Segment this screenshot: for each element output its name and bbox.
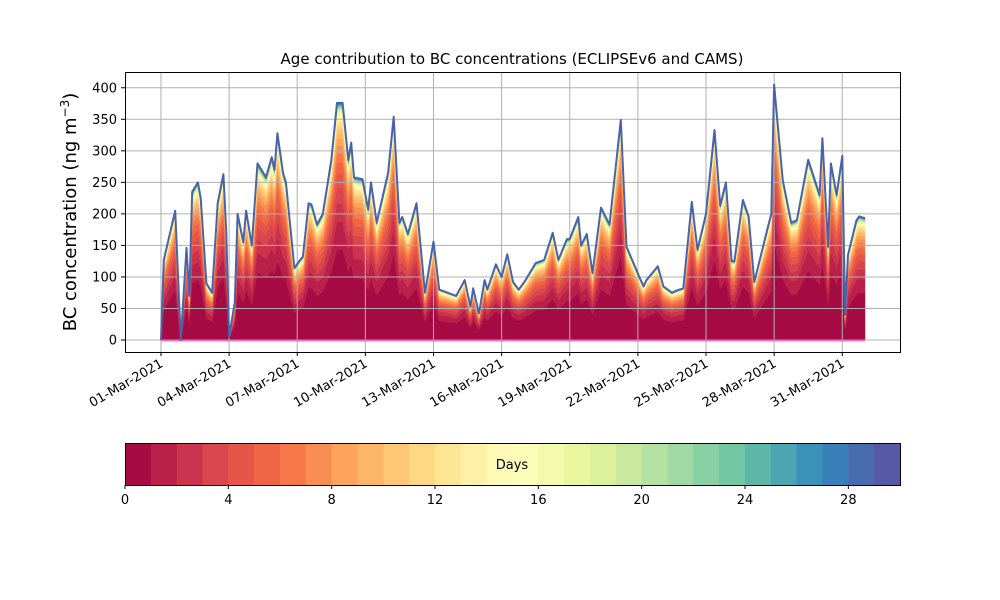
y-tick-label: 350 bbox=[92, 113, 117, 128]
colorbar-bin bbox=[280, 443, 307, 485]
y-axis: 0 50 100 150 200 250 300 350 400 bbox=[92, 81, 125, 349]
x-tick-label: 04-Mar-2021 bbox=[155, 356, 234, 410]
colorbar-bin bbox=[512, 443, 539, 485]
colorbar-bin bbox=[460, 443, 488, 485]
colorbar-bin bbox=[150, 443, 178, 485]
y-tick-label: 0 bbox=[109, 334, 117, 349]
colorbar-bin bbox=[228, 443, 255, 485]
colorbar-bin bbox=[848, 443, 875, 485]
colorbar-frame bbox=[125, 443, 901, 486]
colorbar-bin bbox=[770, 443, 798, 485]
colorbar-bin bbox=[254, 443, 281, 485]
colorbar-bin bbox=[590, 443, 617, 485]
colorbar-bin bbox=[176, 443, 203, 485]
x-tick-label: 10-Mar-2021 bbox=[291, 356, 370, 410]
x-tick-label: 22-Mar-2021 bbox=[564, 356, 643, 410]
chart-title: Age contribution to BC concentrations (E… bbox=[281, 50, 744, 68]
colorbar: 0 4 8 12 16 20 24 28 bbox=[121, 443, 901, 508]
colorbar-tick-label: 28 bbox=[840, 493, 857, 508]
y-tick-label: 150 bbox=[92, 239, 117, 254]
x-tick-label: 25-Mar-2021 bbox=[632, 356, 711, 410]
colorbar-bin bbox=[305, 443, 333, 485]
y-tick-label: 250 bbox=[92, 176, 117, 191]
x-tick-label: 28-Mar-2021 bbox=[700, 356, 779, 410]
y-tick-label: 50 bbox=[100, 302, 117, 317]
colorbar-bin bbox=[538, 443, 565, 485]
x-tick-label: 13-Mar-2021 bbox=[359, 356, 438, 410]
colorbar-bin bbox=[693, 443, 720, 485]
colorbar-bin bbox=[125, 443, 152, 485]
colorbar-bin bbox=[202, 443, 229, 485]
plot-frame bbox=[125, 72, 901, 353]
y-tick-label: 200 bbox=[92, 207, 117, 222]
colorbar-bin bbox=[874, 443, 901, 485]
colorbar-bin bbox=[641, 443, 668, 485]
colorbar-tick-label: 20 bbox=[633, 493, 650, 508]
colorbar-bin bbox=[822, 443, 849, 485]
colorbar-tick-label: 0 bbox=[121, 493, 129, 508]
colorbar-bin bbox=[331, 443, 358, 485]
colorbar-bin bbox=[357, 443, 384, 485]
colorbar-tick-label: 24 bbox=[737, 493, 754, 508]
x-tick-label: 01-Mar-2021 bbox=[87, 356, 166, 410]
y-tick-label: 300 bbox=[92, 144, 117, 159]
y-tick-label: 400 bbox=[92, 81, 117, 96]
stacked-areas bbox=[160, 84, 866, 341]
x-tick-label: 07-Mar-2021 bbox=[223, 356, 302, 410]
colorbar-tick-label: 12 bbox=[427, 493, 444, 508]
colorbar-bin bbox=[383, 443, 410, 485]
colorbar-tick-label: 8 bbox=[328, 493, 336, 508]
y-axis-label: BC concentration (ng m−3) bbox=[58, 93, 81, 332]
total-line bbox=[160, 83, 866, 341]
colorbar-bin bbox=[435, 443, 462, 485]
y-tick-label: 100 bbox=[92, 270, 117, 285]
x-tick-label: 19-Mar-2021 bbox=[496, 356, 575, 410]
x-tick-label: 16-Mar-2021 bbox=[427, 356, 506, 410]
colorbar-bin bbox=[667, 443, 694, 485]
colorbar-bin bbox=[745, 443, 772, 485]
total-outline bbox=[160, 83, 866, 342]
colorbar-bin bbox=[564, 443, 591, 485]
x-tick-label: 31-Mar-2021 bbox=[768, 356, 847, 410]
x-axis: 01-Mar-202104-Mar-202107-Mar-202110-Mar-… bbox=[87, 352, 847, 411]
colorbar-bin bbox=[615, 443, 643, 485]
colorbar-tick-label: 4 bbox=[224, 493, 232, 508]
colorbar-label: Days bbox=[496, 458, 529, 473]
colorbar-bin bbox=[796, 443, 823, 485]
colorbar-bin bbox=[719, 443, 746, 485]
colorbar-bin bbox=[409, 443, 436, 485]
colorbar-bin bbox=[486, 443, 513, 485]
colorbar-tick-label: 16 bbox=[530, 493, 547, 508]
